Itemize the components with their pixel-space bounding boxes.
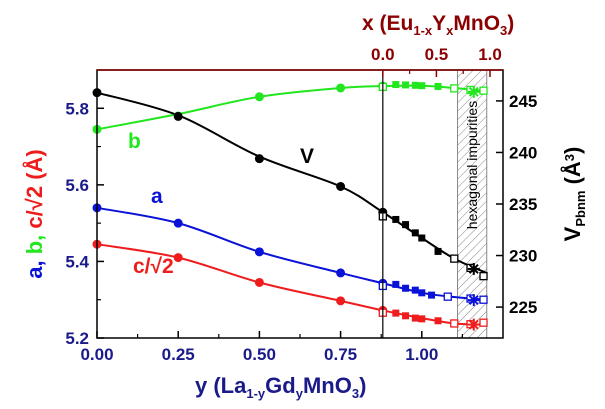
point-star-a xyxy=(467,294,480,307)
point-open-square-b xyxy=(479,86,488,95)
y-right-tick-label: 245 xyxy=(509,92,537,111)
point-circle-c xyxy=(173,253,183,263)
top-tick-label: 0.0 xyxy=(371,45,395,64)
hatched-region xyxy=(457,69,488,339)
point-filled-square-v xyxy=(418,234,426,242)
point-star-b xyxy=(467,85,480,98)
y-left-tick-label: 5.8 xyxy=(65,99,89,118)
point-star-c xyxy=(467,318,480,331)
x-tick-label: 0.75 xyxy=(324,345,357,364)
point-filled-square-v xyxy=(411,229,419,237)
point-filled-square-v xyxy=(392,215,400,223)
top-tick-label: 0.5 xyxy=(425,45,449,64)
point-circle-v xyxy=(254,154,264,164)
point-filled-square-b xyxy=(434,82,442,90)
curve-v xyxy=(96,91,488,274)
top-tick-label: 1.0 xyxy=(478,45,502,64)
point-open-square-v xyxy=(479,272,488,281)
y-left-tick-label: 5.2 xyxy=(65,329,89,348)
point-open-square-c xyxy=(450,319,459,328)
series-label-b: b xyxy=(128,130,141,153)
point-circle-a xyxy=(254,247,264,257)
series-label-c: c/√2 xyxy=(133,255,174,278)
point-circle-b xyxy=(336,83,346,93)
point-circle-a xyxy=(173,218,183,228)
point-filled-square-v xyxy=(402,221,410,229)
point-filled-square-b xyxy=(392,81,400,89)
point-circle-c xyxy=(254,277,264,287)
y-right-tick-label: 230 xyxy=(509,247,537,266)
point-filled-square-a xyxy=(392,280,400,288)
point-filled-square-c xyxy=(418,315,426,323)
point-filled-square-c xyxy=(411,314,419,322)
point-open-square-v xyxy=(450,254,459,263)
point-open-square-a xyxy=(443,292,452,301)
point-filled-square-a xyxy=(428,291,436,299)
point-filled-square-c xyxy=(434,317,442,325)
series-label-v: V xyxy=(300,145,314,168)
point-filled-square-a xyxy=(402,284,410,292)
point-open-square-c xyxy=(479,318,488,327)
x-axis-title: y (La1-yGdyMnO3) xyxy=(195,373,366,401)
hexagonal-impurities-label: hexagonal impurities xyxy=(464,101,480,229)
x-tick-label: 0.50 xyxy=(243,345,276,364)
series-label-a: a xyxy=(151,185,163,208)
y-left-tick-label: 5.6 xyxy=(65,176,89,195)
point-filled-square-b xyxy=(418,82,426,90)
point-filled-square-c xyxy=(392,309,400,317)
x-tick-label: 0.25 xyxy=(162,345,195,364)
x-tick-label: 0.00 xyxy=(80,345,113,364)
point-filled-square-a xyxy=(411,286,419,294)
y-right-tick-label: 240 xyxy=(509,143,537,162)
point-circle-c xyxy=(336,296,346,306)
y-right-axis-title: VPbnm (Å3) xyxy=(559,147,588,242)
point-open-square-b xyxy=(450,84,459,93)
point-filled-square-b xyxy=(411,81,419,89)
point-filled-square-v xyxy=(434,247,442,255)
y-right-tick-label: 235 xyxy=(509,195,537,214)
point-open-square-a xyxy=(479,295,488,304)
y-right-tick-label: 225 xyxy=(509,298,537,317)
point-star-v xyxy=(467,262,480,275)
point-circle-b xyxy=(254,92,264,102)
point-circle-v xyxy=(336,181,346,191)
y-left-axis-title: a, b, c/√2 (Å) xyxy=(21,149,47,279)
point-filled-square-a xyxy=(418,289,426,297)
point-circle-v xyxy=(173,111,183,121)
x-tick-label: 1.00 xyxy=(405,345,438,364)
point-circle-a xyxy=(336,268,346,278)
y-left-tick-label: 5.4 xyxy=(65,252,89,271)
point-filled-square-b xyxy=(402,81,410,89)
point-filled-square-c xyxy=(402,312,410,320)
top-axis-title: x (Eu1-xYxMnO3) xyxy=(362,12,514,38)
